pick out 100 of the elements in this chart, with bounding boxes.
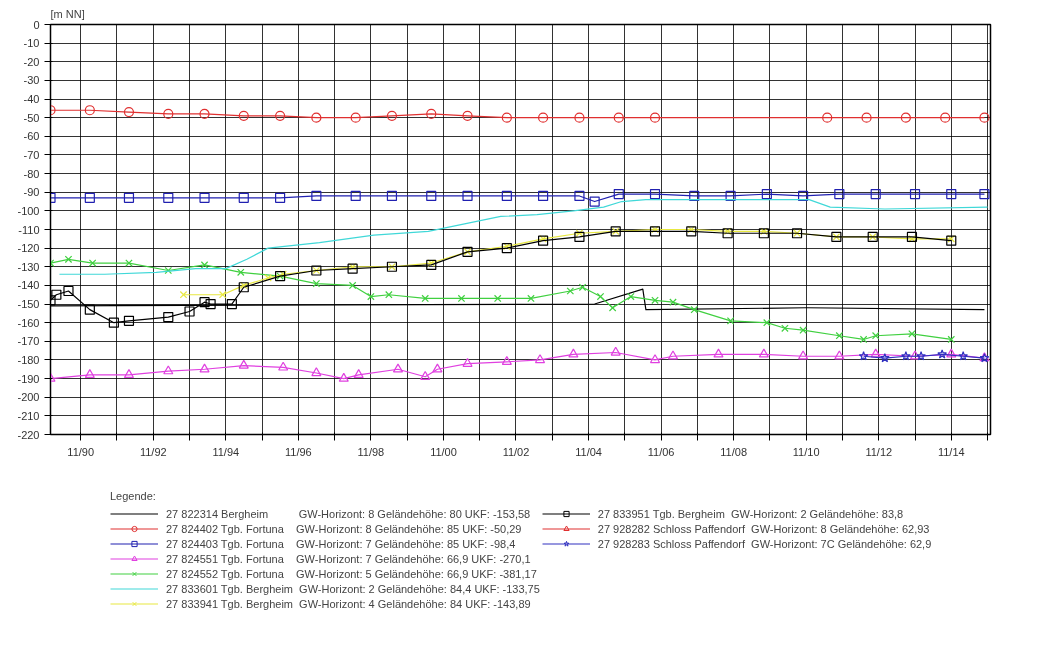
point xyxy=(350,190,361,202)
x-tick-label: 11/92 xyxy=(139,445,167,458)
point xyxy=(906,231,918,243)
point xyxy=(589,196,600,207)
point xyxy=(908,330,916,338)
point xyxy=(861,112,872,123)
point xyxy=(689,190,700,202)
point xyxy=(238,110,249,121)
point xyxy=(218,290,227,299)
point xyxy=(200,261,209,269)
point xyxy=(781,324,789,333)
point xyxy=(63,285,74,297)
point xyxy=(199,192,210,203)
point xyxy=(574,112,585,123)
point xyxy=(385,290,393,299)
point xyxy=(822,112,833,123)
point xyxy=(916,351,926,361)
legend-label: 27 833941 Tgb. Bergheim GW-Horizont: 4 Geländehöhe: 84 UKF: -143,89 xyxy=(166,597,531,610)
y-tick-label: -190 xyxy=(17,372,40,385)
point xyxy=(937,349,948,359)
y-tick-label: -150 xyxy=(17,298,40,311)
point xyxy=(879,352,890,363)
point xyxy=(123,369,135,379)
point xyxy=(163,365,174,375)
point xyxy=(979,188,990,200)
x-tick-label: 11/90 xyxy=(67,445,95,458)
point xyxy=(958,351,969,361)
legend-label: 27 824552 Tgb. Fortuna GW-Horizont: 5 Geländehöhe: 66,9 UKF: -381,17 xyxy=(166,567,537,580)
point xyxy=(164,266,173,275)
legend-label: 27 824402 Tgb. Fortuna GW-Horizont: 8 Geländehöhe: 85 UKF: -50,29 xyxy=(166,522,522,535)
point xyxy=(763,318,771,327)
point xyxy=(125,259,133,267)
y-tick-label: -20 xyxy=(23,55,40,68)
point xyxy=(226,298,237,310)
y-tick-label: -110 xyxy=(18,223,40,236)
point xyxy=(501,190,512,202)
point xyxy=(578,283,587,292)
point xyxy=(64,255,73,264)
y-tick-label: -220 xyxy=(17,428,40,441)
point xyxy=(870,188,881,200)
point xyxy=(493,294,502,303)
point xyxy=(462,110,473,121)
point xyxy=(51,289,62,300)
point xyxy=(275,192,286,203)
point xyxy=(798,350,809,360)
legend-label: 27 822314 Bergheim GW-Horizont: 8 Geländehöhe: 80 UKF: -153,58 xyxy=(166,507,531,520)
point xyxy=(237,268,245,277)
point xyxy=(940,112,951,123)
point xyxy=(420,370,431,380)
point xyxy=(426,259,437,271)
point xyxy=(199,108,210,120)
x-tick-label: 11/10 xyxy=(792,445,820,458)
point xyxy=(979,112,990,123)
x-tick-label: 11/08 xyxy=(720,445,748,458)
point xyxy=(761,188,772,200)
point xyxy=(858,351,869,361)
point xyxy=(909,188,921,200)
point xyxy=(900,112,911,123)
point xyxy=(108,317,119,328)
point xyxy=(527,294,535,303)
y-tick-label: -50 xyxy=(23,111,40,124)
y-tick-label: -160 xyxy=(17,316,40,329)
y-tick-label: -90 xyxy=(23,186,40,199)
y-tick-label: -180 xyxy=(17,353,40,366)
point xyxy=(834,188,845,200)
point xyxy=(123,107,135,118)
point xyxy=(947,335,956,344)
point xyxy=(690,305,699,314)
point xyxy=(669,298,677,306)
point xyxy=(537,112,549,123)
legend-label: 27 833601 Tgb. Bergheim GW-Horizont: 2 Geländehöhe: 84,4 UKF: -133,75 xyxy=(166,582,540,595)
legend-label: 27 928283 Schloss Paffendorf GW-Horizont: 7C Geländehöhe: 62,9 xyxy=(597,537,932,550)
point xyxy=(651,296,659,305)
y-tick-label: -100 xyxy=(17,204,40,217)
legend-label: 27 928282 Schloss Paffendorf GW-Horizont: 8 Geländehöhe: 62,93 xyxy=(597,522,930,535)
point xyxy=(649,354,661,364)
point xyxy=(392,363,404,373)
x-tick-label: 11/04 xyxy=(575,445,602,458)
point xyxy=(667,350,679,360)
point xyxy=(501,356,512,366)
point xyxy=(457,294,466,303)
x-tick-label: 11/00 xyxy=(430,445,457,458)
x-tick-label: 11/02 xyxy=(502,445,530,458)
point xyxy=(834,350,845,360)
y-tick-label: -80 xyxy=(23,167,40,180)
legend-label: 27 824403 Tgb. Fortuna GW-Horizont: 7 Geländehöhe: 85 UKF: -98,4 xyxy=(166,537,516,550)
point xyxy=(163,192,174,203)
point xyxy=(909,350,921,360)
point xyxy=(613,112,624,123)
point xyxy=(348,281,357,290)
point xyxy=(649,188,661,200)
y-tick-label: -10 xyxy=(23,37,40,50)
point xyxy=(264,274,272,282)
point xyxy=(88,259,97,267)
x-tick-label: 11/12 xyxy=(865,445,893,458)
y-tick-label: -130 xyxy=(17,260,40,273)
y-tick-label: -170 xyxy=(17,335,40,348)
point xyxy=(758,348,769,358)
x-tick-label: 11/96 xyxy=(285,445,312,458)
y-tick-label: -140 xyxy=(17,279,40,292)
